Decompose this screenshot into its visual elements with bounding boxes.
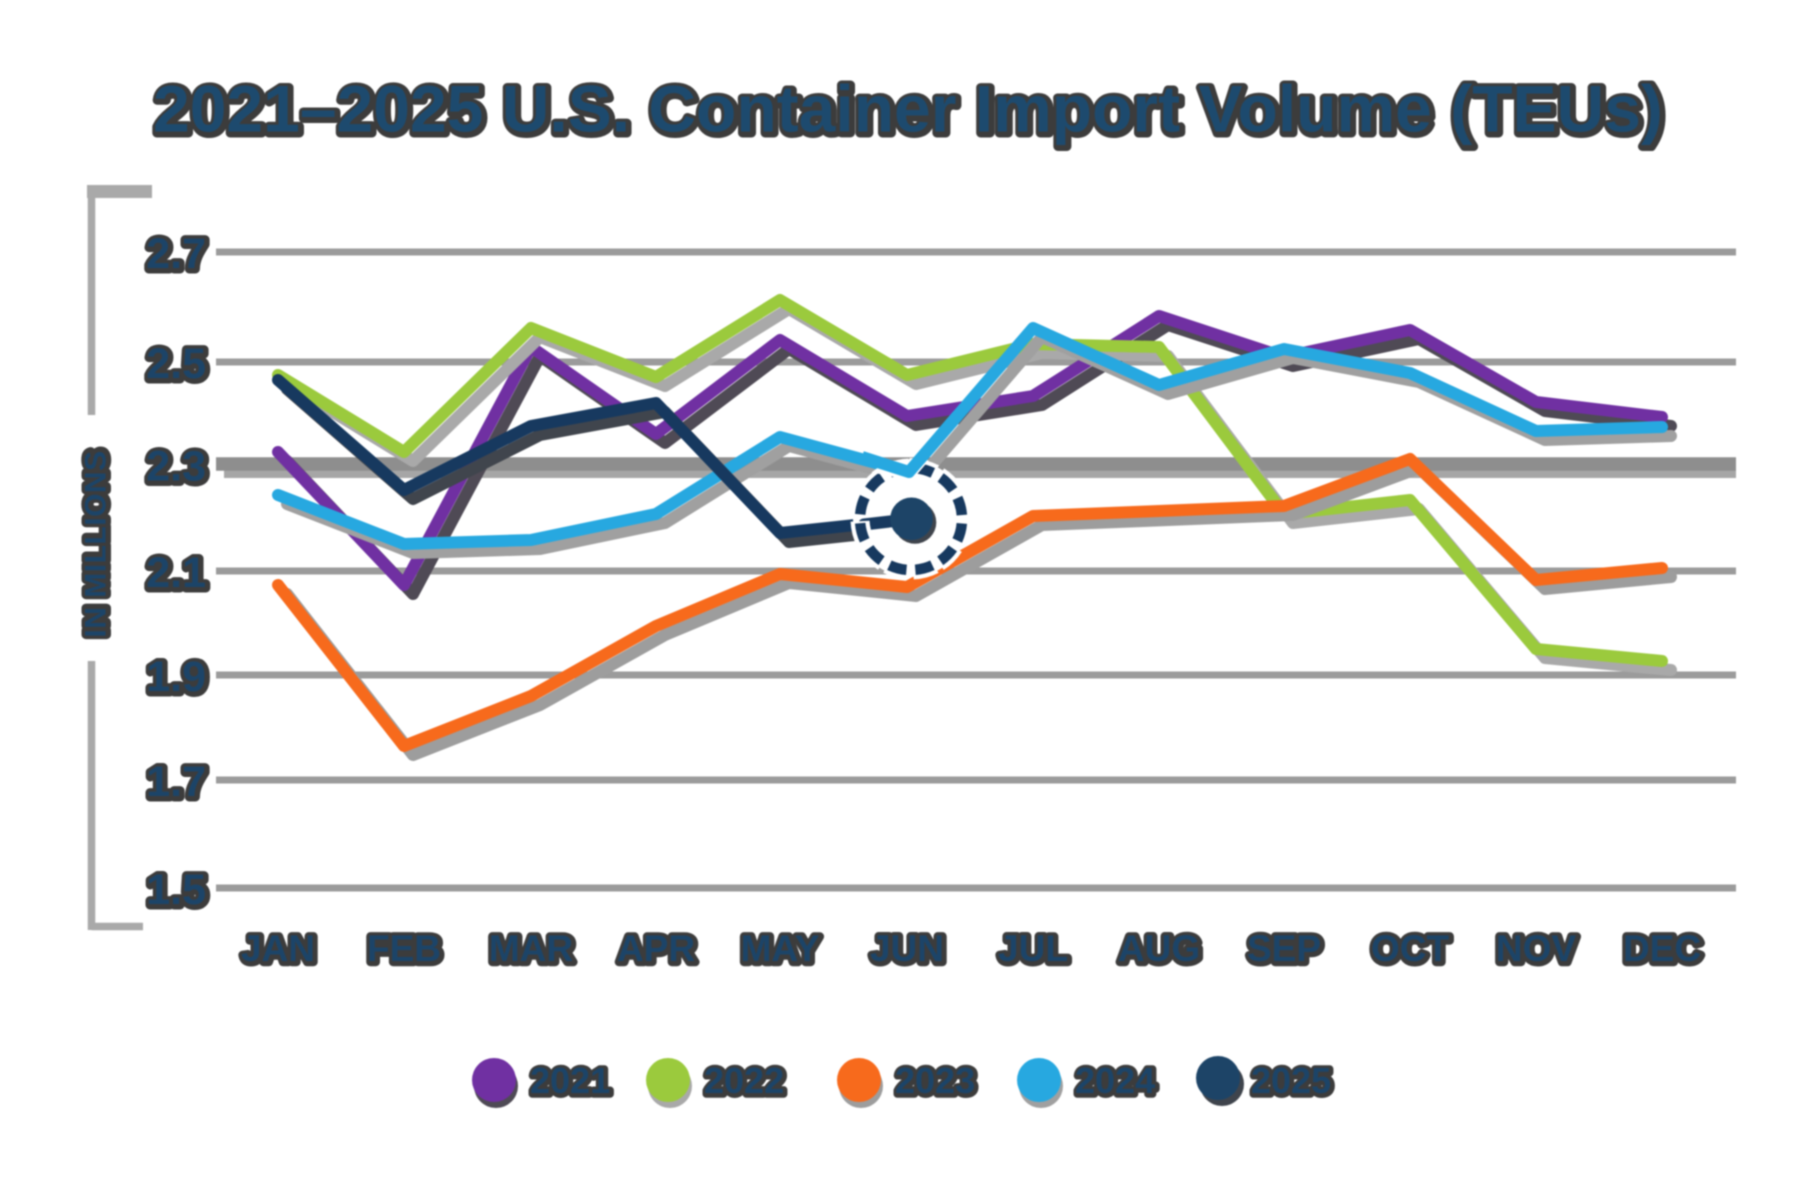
svg-text:AUG: AUG xyxy=(1119,929,1201,970)
svg-text:2.5: 2.5 xyxy=(147,341,207,389)
svg-text:2021–2025 U.S. Container Impor: 2021–2025 U.S. Container Import Volume (… xyxy=(153,72,1663,146)
svg-text:2.7: 2.7 xyxy=(147,231,207,279)
svg-text:AUG: AUG xyxy=(1118,928,1200,969)
svg-text:MAR: MAR xyxy=(489,928,573,969)
svg-text:2025: 2025 xyxy=(1251,1060,1331,1101)
svg-text:OCT: OCT xyxy=(1371,928,1450,969)
svg-text:JUN: JUN xyxy=(870,928,944,969)
svg-text:2.5: 2.5 xyxy=(146,340,206,388)
svg-text:JAN: JAN xyxy=(242,929,316,970)
svg-text:2023: 2023 xyxy=(895,1060,975,1101)
svg-text:MAY: MAY xyxy=(742,929,821,970)
svg-text:1.9: 1.9 xyxy=(147,654,207,702)
svg-text:IN MILLIONS: IN MILLIONS xyxy=(81,449,114,636)
svg-text:SEP: SEP xyxy=(1248,929,1322,970)
svg-text:2021: 2021 xyxy=(531,1061,611,1102)
svg-text:JUL: JUL xyxy=(999,929,1069,970)
svg-text:2025: 2025 xyxy=(1252,1061,1332,1102)
svg-text:2.7: 2.7 xyxy=(146,230,206,278)
svg-text:2.3: 2.3 xyxy=(147,444,207,492)
svg-text:1.7: 1.7 xyxy=(147,759,207,807)
svg-text:IN MILLIONS: IN MILLIONS xyxy=(80,450,113,637)
svg-text:NOV: NOV xyxy=(1497,929,1578,970)
svg-text:FEB: FEB xyxy=(368,929,442,970)
svg-text:2021: 2021 xyxy=(530,1060,610,1101)
svg-text:DEC: DEC xyxy=(1623,928,1701,969)
svg-text:SEP: SEP xyxy=(1247,928,1321,969)
svg-text:NOV: NOV xyxy=(1496,928,1577,969)
svg-text:1.9: 1.9 xyxy=(146,653,206,701)
svg-text:DEC: DEC xyxy=(1624,929,1702,970)
svg-text:JUN: JUN xyxy=(871,929,945,970)
svg-text:APR: APR xyxy=(618,929,696,970)
svg-text:MAR: MAR xyxy=(490,929,574,970)
svg-text:APR: APR xyxy=(617,928,695,969)
svg-text:2.3: 2.3 xyxy=(146,443,206,491)
svg-text:OCT: OCT xyxy=(1372,929,1451,970)
svg-text:FEB: FEB xyxy=(367,928,441,969)
svg-text:1.5: 1.5 xyxy=(147,867,207,915)
svg-text:2024: 2024 xyxy=(1075,1060,1155,1101)
svg-text:MAY: MAY xyxy=(741,928,820,969)
svg-text:JAN: JAN xyxy=(241,928,315,969)
svg-text:2024: 2024 xyxy=(1076,1061,1156,1102)
svg-text:2022: 2022 xyxy=(704,1060,784,1101)
svg-text:2022: 2022 xyxy=(705,1061,785,1102)
svg-text:1.5: 1.5 xyxy=(146,866,206,914)
svg-text:2021–2025 U.S. Container Impor: 2021–2025 U.S. Container Import Volume (… xyxy=(155,73,1665,147)
svg-text:2.1: 2.1 xyxy=(147,550,207,598)
svg-text:2023: 2023 xyxy=(896,1061,976,1102)
svg-text:2.1: 2.1 xyxy=(146,549,206,597)
svg-text:JUL: JUL xyxy=(998,928,1068,969)
svg-text:1.7: 1.7 xyxy=(146,758,206,806)
